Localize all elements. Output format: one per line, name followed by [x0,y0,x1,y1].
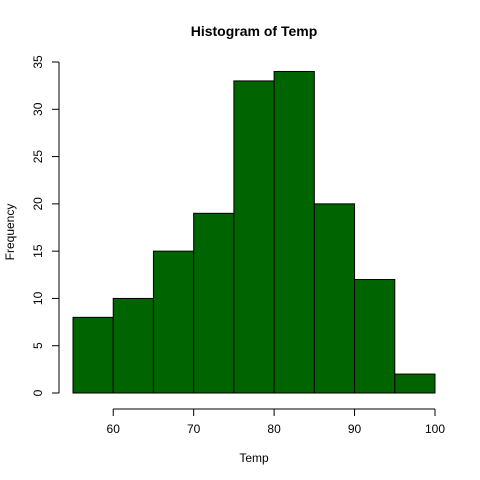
x-tick-label: 90 [348,422,362,436]
y-tick-label: 0 [31,389,45,396]
y-tick-label: 5 [31,342,45,349]
histogram-bar-4 [193,212,235,394]
y-axis: 0 5 10 15 20 25 30 35 [31,55,60,396]
x-tick-label: 70 [187,422,201,436]
histogram-bar-8 [354,279,396,394]
y-tick-label: 20 [31,197,45,211]
histogram-bar-1 [72,316,114,394]
histogram-bar-2 [112,297,154,394]
histogram-bar-7 [313,203,356,394]
histogram-bar-3 [152,250,195,394]
x-tick-label: 60 [107,422,121,436]
y-tick-label: 25 [31,150,45,164]
y-axis-label: Frequency [3,204,17,261]
y-tick-label: 35 [31,55,45,69]
x-axis-label: Temp [239,451,269,465]
x-tick-label: 80 [267,422,281,436]
x-tick-label: 100 [425,422,445,436]
chart-title: Histogram of Temp [191,23,318,39]
y-tick-label: 10 [31,291,45,305]
histogram-bar-5 [233,80,275,394]
x-axis: 60 70 80 90 100 [107,408,445,436]
histogram-bar-6 [273,70,315,394]
bars-group [72,70,436,394]
y-tick-label: 15 [31,244,45,258]
y-tick-label: 30 [31,102,45,116]
histogram-bar-9 [394,373,436,394]
